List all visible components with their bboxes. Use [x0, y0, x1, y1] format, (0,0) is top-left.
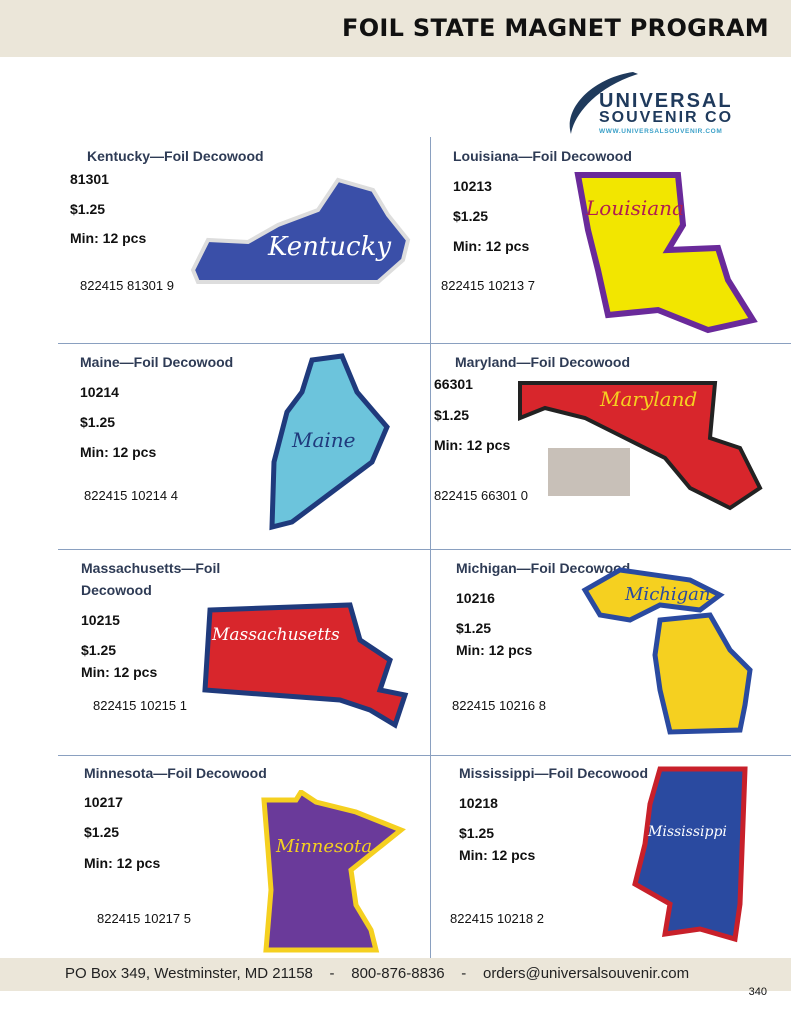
svg-text:Mississippi: Mississippi	[647, 824, 727, 840]
svg-text:Minnesota: Minnesota	[275, 836, 372, 857]
header-bar: FOIL STATE MAGNET PROGRAM	[0, 0, 791, 57]
maine-magnet-image: Maine	[262, 352, 394, 534]
svg-text:Michigan: Michigan	[624, 584, 710, 605]
kentucky-magnet-image: Kentucky	[188, 170, 418, 288]
maryland-product-photo	[548, 448, 630, 496]
product-upc: 822415 10215 1	[93, 698, 187, 713]
product-upc: 822415 10217 5	[97, 911, 191, 926]
product-min: Min: 12 pcs	[456, 642, 533, 658]
product-sku: 10215	[81, 612, 120, 628]
maryland-magnet-image: Maryland	[515, 378, 765, 513]
product-sku: 10214	[80, 384, 119, 400]
product-min: Min: 12 pcs	[70, 230, 147, 246]
product-upc: 822415 66301 0	[434, 488, 528, 503]
product-title: Maine—Foil Decowood	[80, 354, 234, 370]
grid-divider	[58, 549, 791, 550]
grid-divider	[58, 343, 791, 344]
footer-contact: PO Box 349, Westminster, MD 21158 - 800-…	[65, 965, 690, 982]
product-price: $1.25	[80, 414, 116, 430]
product-upc: 822415 10214 4	[84, 488, 178, 503]
product-title: Mississippi—Foil Decowood	[459, 765, 649, 781]
massachusetts-magnet-image: Massachusetts	[200, 600, 410, 730]
product-min: Min: 12 pcs	[459, 847, 536, 863]
product-price: $1.25	[81, 642, 117, 658]
svg-text:Maryland: Maryland	[599, 387, 697, 411]
product-upc: 822415 10216 8	[452, 698, 546, 713]
product-price: $1.25	[70, 201, 106, 217]
product-title-line2: Decowood	[81, 582, 152, 598]
product-price: $1.25	[434, 407, 470, 423]
product-title: Minnesota—Foil Decowood	[84, 765, 267, 781]
product-title: Michigan—Foil Decowood	[456, 560, 631, 576]
product-min: Min: 12 pcs	[453, 238, 530, 254]
product-sku: 10213	[453, 178, 492, 194]
product-price: $1.25	[84, 824, 120, 840]
product-sku: 10218	[459, 795, 498, 811]
product-sku: 81301	[70, 171, 109, 187]
product-price: $1.25	[456, 620, 492, 636]
product-upc: 822415 10213 7	[441, 278, 535, 293]
grid-divider-vertical	[430, 137, 431, 958]
product-sku: 66301	[434, 376, 473, 392]
footer-bar: PO Box 349, Westminster, MD 21158 - 800-…	[0, 958, 791, 991]
svg-text:Maine: Maine	[291, 428, 356, 452]
product-title: Kentucky—Foil Decowood	[87, 148, 264, 164]
product-min: Min: 12 pcs	[84, 855, 161, 871]
product-price: $1.25	[453, 208, 489, 224]
product-title: Massachusetts—Foil	[81, 560, 221, 576]
product-title: Louisiana—Foil Decowood	[453, 148, 632, 164]
universal-souvenir-logo: UNIVERSAL SOUVENIR CO WWW.UNIVERSALSOUVE…	[563, 68, 758, 140]
svg-text:Kentucky: Kentucky	[267, 232, 391, 262]
minnesota-magnet-image: Minnesota	[256, 788, 406, 955]
page-number: 340	[748, 986, 767, 998]
svg-text:Massachusetts: Massachusetts	[211, 625, 340, 645]
product-title: Maryland—Foil Decowood	[455, 354, 631, 370]
product-sku: 10216	[456, 590, 495, 606]
product-price: $1.25	[459, 825, 495, 841]
product-min: Min: 12 pcs	[434, 437, 511, 453]
louisiana-magnet-image: Louisiana	[568, 170, 758, 335]
mississippi-magnet-image: Mississippi	[630, 764, 750, 944]
product-upc: 822415 10218 2	[450, 911, 544, 926]
svg-text:Louisiana: Louisiana	[585, 196, 684, 220]
product-min: Min: 12 pcs	[80, 444, 157, 460]
page-title: FOIL STATE MAGNET PROGRAM	[342, 14, 769, 42]
product-min: Min: 12 pcs	[81, 664, 158, 680]
product-upc: 822415 81301 9	[80, 278, 174, 293]
grid-divider	[58, 755, 791, 756]
michigan-magnet-image: Michigan	[580, 560, 760, 740]
product-sku: 10217	[84, 794, 123, 810]
